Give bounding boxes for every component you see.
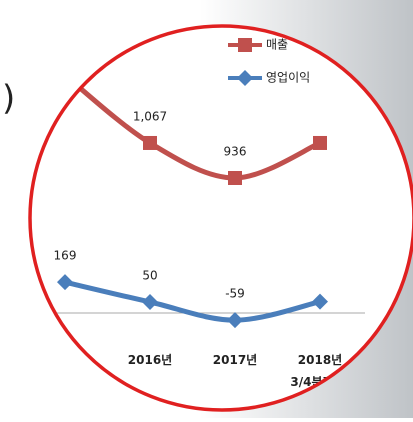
text-fragment: ) [2,79,15,119]
data-label: -59 [225,287,245,301]
marker [143,135,157,150]
frame-corner [39,26,113,59]
marker [228,170,242,185]
marker [58,68,72,83]
x-tick-label: 2016년 [128,353,172,367]
marker [142,294,158,310]
data-label: 1,067 [133,109,167,123]
marker [57,274,73,291]
marker [313,135,327,150]
marker [237,70,253,86]
marker [312,293,328,310]
marker [227,312,243,329]
marker [238,38,252,52]
legend-label: 매출 [266,38,288,52]
data-label: 50 [142,269,157,283]
data-label: 169 [54,249,77,263]
x-tick-label: 2017년 [213,353,257,367]
legend-label: 영업이익 [266,71,310,85]
circle-fill [30,26,413,410]
series-line [63,73,322,181]
series-line [64,279,321,323]
highlight-circle [28,24,413,412]
data-label: 936 [224,144,247,158]
